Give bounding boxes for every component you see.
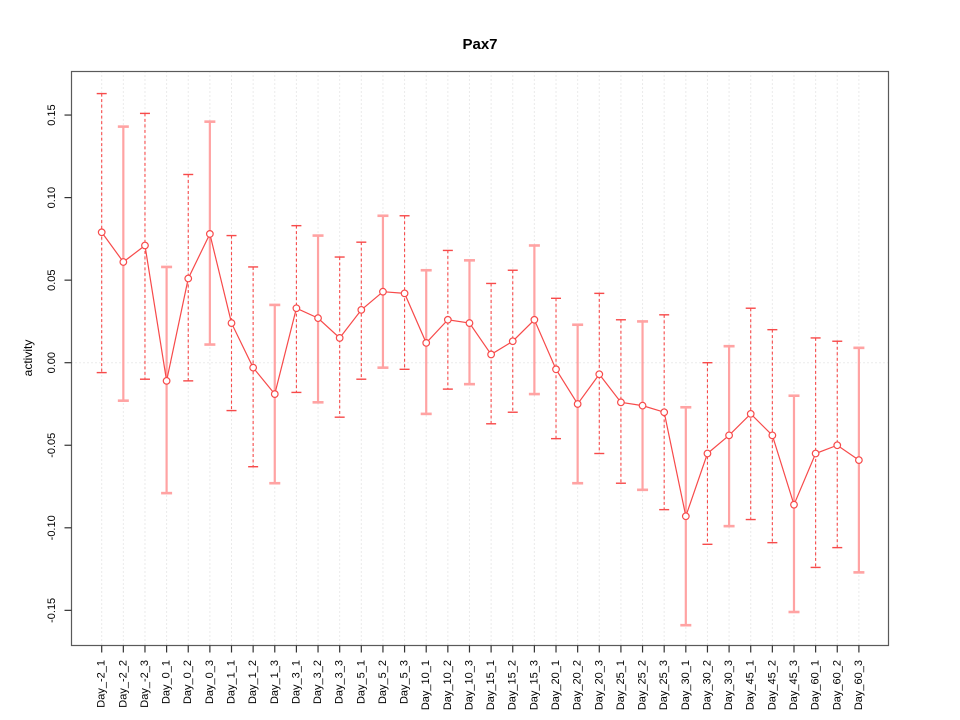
x-tick-label: Day_45_2	[766, 660, 778, 710]
x-tick-label: Day_3_1	[290, 660, 302, 704]
x-tick-label: Day_3_3	[334, 660, 346, 704]
y-tick-label: -0.15	[46, 598, 58, 623]
x-tick-label: Day_15_3	[528, 660, 540, 710]
x-tick-label: Day_-2_2	[117, 660, 129, 708]
x-tick-label: Day_30_1	[680, 660, 692, 710]
data-point	[249, 363, 258, 372]
data-point	[357, 305, 366, 314]
data-point	[508, 337, 517, 346]
plot-frame	[70, 70, 890, 647]
x-tick-label: Day_5_2	[377, 660, 389, 704]
x-tick-label: Day_1_2	[247, 660, 259, 704]
x-tick-label: Day_0_3	[204, 660, 216, 704]
x-tick-label: Day_3_2	[312, 660, 324, 704]
data-point	[660, 408, 669, 417]
x-tick-label: Day_15_2	[507, 660, 519, 710]
x-tick-label: Day_45_1	[745, 660, 757, 710]
x-tick-label: Day_60_1	[810, 660, 822, 710]
data-point	[119, 258, 128, 266]
data-point	[573, 400, 582, 408]
data-point	[703, 449, 712, 458]
x-tick-label: Day_25_2	[637, 660, 649, 710]
data-point	[811, 449, 820, 458]
x-tick-label: Day_20_1	[550, 660, 562, 710]
x-tick-label: Day_10_3	[463, 660, 475, 710]
data-point	[314, 314, 322, 323]
y-tick-label: -0.05	[46, 433, 58, 458]
data-point	[681, 512, 690, 521]
x-tick-label: Day_10_1	[420, 660, 432, 710]
data-point	[746, 409, 755, 418]
data-point	[97, 228, 106, 237]
data-point	[292, 304, 301, 313]
data-point	[227, 319, 236, 327]
data-point	[617, 398, 625, 407]
x-tick-label: Day_1_1	[226, 660, 238, 704]
data-point	[400, 289, 409, 298]
data-point	[184, 274, 193, 283]
data-point	[162, 376, 171, 385]
data-point	[833, 441, 842, 450]
x-tick-label: Day_0_1	[161, 660, 173, 704]
y-tick-label: 0.05	[46, 269, 58, 290]
data-point	[768, 431, 777, 440]
data-point	[270, 390, 279, 398]
series-line	[101, 231, 860, 519]
y-tick-label: 0.00	[46, 352, 58, 373]
chart-title: Pax7	[462, 36, 498, 53]
x-tick-label: Day_30_3	[723, 660, 735, 710]
x-tick-label: Day_25_1	[615, 660, 627, 710]
x-tick-label: Day_30_2	[701, 660, 713, 710]
data-point	[552, 365, 560, 374]
data-point	[790, 500, 798, 509]
x-tick-label: Day_25_3	[658, 660, 670, 710]
y-tick-label: -0.10	[46, 515, 58, 540]
data-point	[465, 319, 474, 327]
y-tick-label: 0.15	[46, 104, 58, 125]
data-point	[379, 287, 387, 296]
x-tick-label: Day_20_3	[593, 660, 605, 710]
data-point	[595, 370, 604, 379]
data-point	[638, 401, 647, 410]
x-tick-label: Day_-2_3	[139, 660, 151, 708]
x-tick-label: Day_10_2	[442, 660, 454, 710]
x-tick-label: Day_0_2	[182, 660, 194, 704]
data-point	[530, 315, 539, 324]
x-tick-label: Day_5_3	[399, 660, 411, 704]
x-tick-label: Day_60_3	[853, 660, 865, 710]
y-tick-label: 0.10	[46, 187, 58, 208]
data-point	[335, 334, 344, 342]
data-point	[725, 431, 733, 440]
data-point	[205, 230, 214, 238]
x-tick-label: Day_5_1	[355, 660, 367, 704]
data-point	[422, 338, 431, 347]
x-tick-label: Day_20_2	[572, 660, 584, 710]
data-point	[443, 315, 452, 324]
data-point	[141, 241, 149, 250]
data-point	[487, 350, 496, 359]
x-tick-label: Day_60_2	[831, 660, 843, 710]
x-tick-label: Day_45_3	[788, 660, 800, 710]
data-point	[854, 456, 863, 465]
x-tick-label: Day_-2_1	[96, 660, 108, 708]
x-tick-label: Day_15_1	[485, 660, 497, 710]
x-tick-label: Day_1_3	[269, 660, 281, 704]
